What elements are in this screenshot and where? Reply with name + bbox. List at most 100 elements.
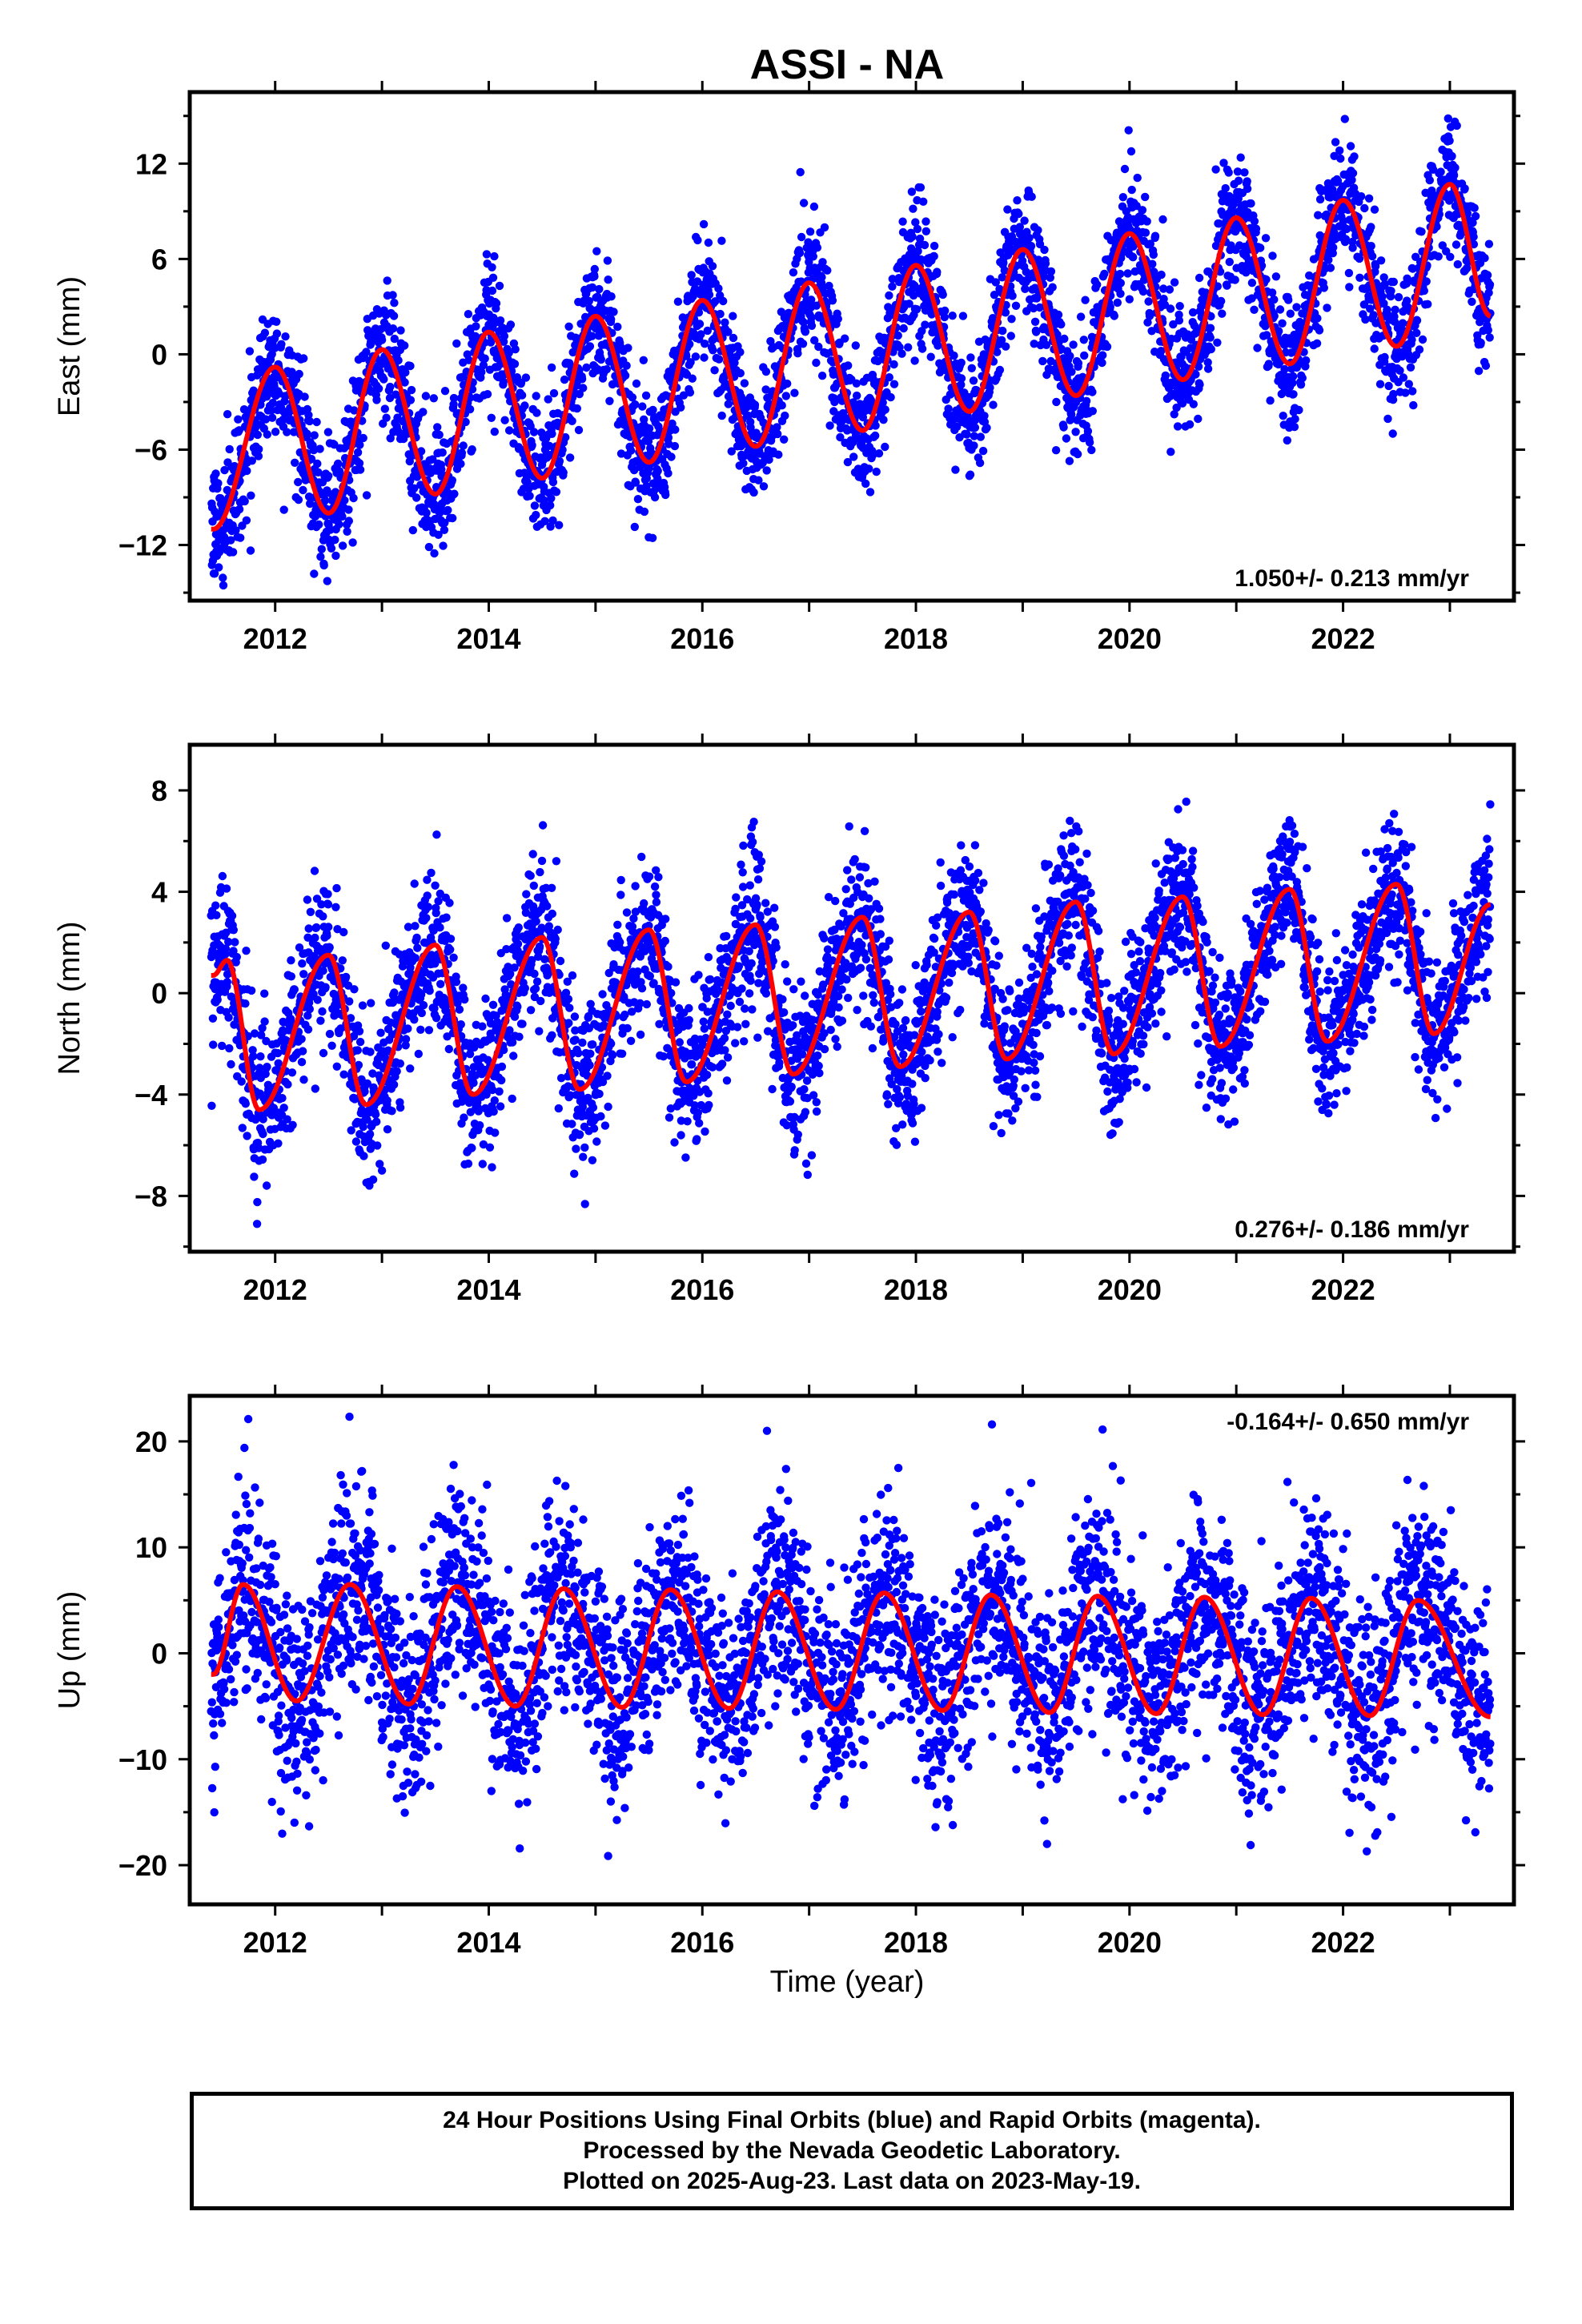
data-point — [1401, 388, 1410, 397]
data-point — [1379, 273, 1388, 282]
data-point — [1082, 396, 1091, 405]
data-point — [225, 444, 234, 454]
data-point — [432, 908, 440, 918]
data-point — [544, 395, 552, 404]
data-point — [1406, 363, 1415, 372]
data-point — [396, 326, 405, 335]
data-point — [359, 433, 367, 443]
data-point — [888, 275, 897, 283]
data-point — [1313, 314, 1322, 323]
data-point — [241, 1100, 250, 1108]
data-point — [989, 400, 998, 409]
data-point — [1403, 296, 1411, 305]
data-point — [249, 1051, 258, 1061]
data-point — [283, 428, 291, 436]
data-point — [1295, 405, 1303, 415]
data-point — [271, 428, 280, 436]
data-point — [694, 308, 704, 317]
data-point — [613, 322, 622, 332]
data-point — [396, 1059, 404, 1068]
y-tick-label: −12 — [118, 529, 167, 562]
data-point — [1202, 288, 1211, 297]
data-point — [1328, 185, 1337, 195]
data-point — [1054, 310, 1063, 320]
data-point — [1314, 211, 1323, 219]
data-point — [1233, 167, 1243, 176]
data-point — [1357, 192, 1366, 201]
data-point — [422, 914, 431, 923]
data-point — [781, 392, 790, 400]
data-point — [1288, 372, 1298, 381]
data-point — [444, 1044, 453, 1054]
data-point — [242, 516, 251, 525]
data-point — [889, 360, 898, 369]
data-point — [1319, 283, 1329, 292]
data-point — [324, 472, 333, 480]
data-point — [407, 385, 416, 395]
data-point — [1250, 217, 1259, 226]
data-point — [967, 364, 977, 372]
data-point — [249, 386, 258, 395]
data-point — [479, 360, 488, 370]
data-point — [323, 890, 332, 899]
data-point — [861, 479, 870, 489]
data-point — [897, 349, 906, 358]
data-point — [1046, 273, 1055, 282]
data-point — [677, 403, 685, 412]
data-point — [1088, 407, 1098, 416]
data-point — [893, 331, 902, 340]
data-point — [638, 402, 647, 411]
data-point — [714, 284, 723, 293]
data-point — [1247, 199, 1255, 208]
data-point — [319, 1048, 328, 1058]
data-point — [354, 1060, 363, 1070]
data-point — [1485, 333, 1494, 342]
data-point — [1484, 326, 1493, 335]
data-point — [411, 922, 420, 931]
data-point — [1098, 358, 1106, 368]
data-point — [1046, 267, 1056, 276]
data-point — [481, 994, 490, 1003]
data-point — [805, 227, 815, 236]
data-point — [260, 1017, 269, 1026]
data-point — [1286, 309, 1295, 318]
data-point — [1452, 121, 1461, 131]
data-point — [904, 343, 913, 352]
data-point — [496, 316, 505, 325]
data-point — [873, 356, 882, 366]
data-point — [934, 341, 942, 350]
data-point — [648, 533, 657, 542]
data-point — [711, 297, 720, 306]
data-point — [957, 374, 966, 383]
data-point — [910, 356, 919, 365]
data-point — [796, 167, 805, 177]
data-point — [332, 883, 341, 893]
data-point — [456, 460, 465, 468]
data-point — [874, 449, 884, 458]
data-point — [941, 306, 950, 316]
data-point — [1409, 400, 1418, 410]
data-point — [548, 477, 558, 487]
data-point — [970, 423, 980, 432]
data-point — [262, 392, 271, 401]
data-point — [1463, 263, 1472, 273]
data-point — [391, 390, 400, 399]
data-point — [1339, 216, 1348, 226]
data-point — [1247, 279, 1257, 287]
data-point — [1157, 347, 1166, 356]
data-point — [1315, 195, 1325, 204]
data-point — [413, 943, 422, 952]
data-point — [1275, 305, 1285, 314]
data-point — [238, 1124, 247, 1132]
data-point — [234, 415, 243, 424]
data-point — [446, 945, 455, 955]
data-point — [1159, 284, 1168, 293]
data-point — [858, 412, 868, 422]
data-point — [1480, 254, 1489, 263]
data-point — [1093, 280, 1102, 289]
data-point — [377, 1166, 387, 1175]
data-point — [1046, 356, 1055, 366]
data-point — [323, 900, 333, 909]
data-point — [321, 983, 330, 991]
data-point — [1175, 302, 1184, 311]
